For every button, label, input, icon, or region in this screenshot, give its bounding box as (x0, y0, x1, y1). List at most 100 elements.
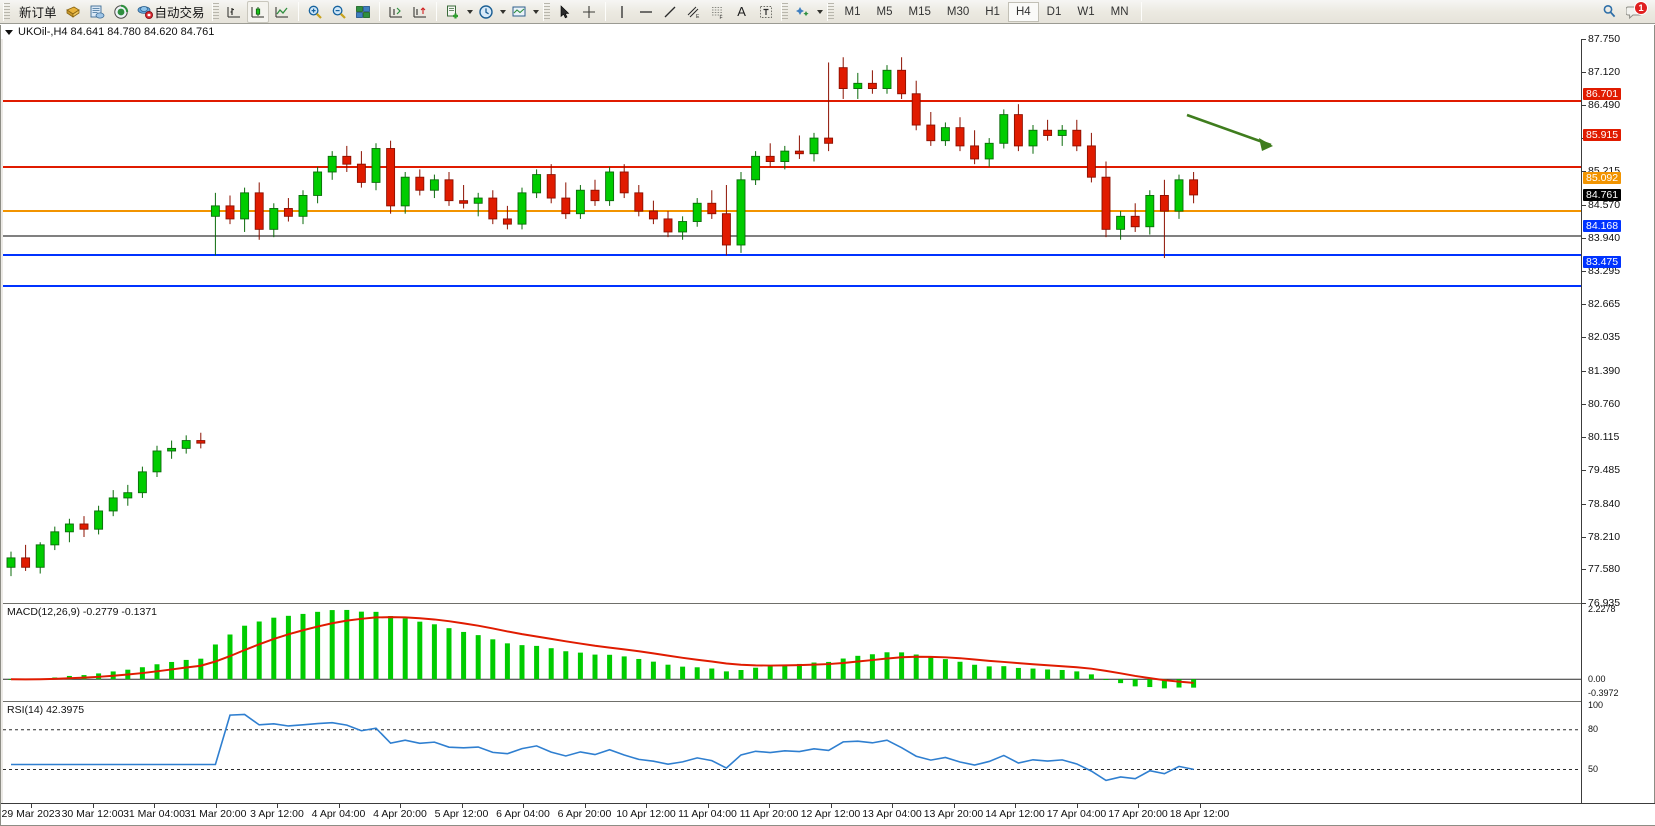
time-axis-tick (584, 804, 586, 808)
time-axis-tick (1138, 804, 1139, 808)
price-axis-tick (1582, 470, 1586, 472)
toolbar-grip-3[interactable] (542, 2, 550, 21)
price-axis[interactable]: 87.75087.12086.49085.86085.21584.57083.9… (1581, 33, 1654, 823)
candle-body (167, 447, 177, 452)
price-axis-label: 77.580 (1588, 563, 1621, 576)
macd-histogram-bar (1059, 669, 1065, 680)
candlestick-chart-icon[interactable] (246, 0, 269, 23)
time-axis-label: 4 Apr 20:00 (373, 808, 427, 820)
toolbar-grip[interactable] (3, 2, 10, 21)
macd-histogram-bar (753, 667, 759, 680)
zoom-out-icon[interactable] (328, 1, 350, 23)
price-pane[interactable] (3, 39, 1581, 603)
timeframe-mn[interactable]: MN (1110, 5, 1129, 18)
price-axis-chip[interactable]: 86.701 (1583, 87, 1622, 100)
crosshair-icon[interactable] (578, 1, 600, 23)
objects-icon[interactable] (792, 1, 814, 23)
price-axis-chip[interactable]: 84.168 (1583, 219, 1622, 232)
toolbar-grip-4[interactable] (780, 2, 788, 21)
macd-histogram-bar (329, 610, 335, 680)
timeframe-d1[interactable]: D1 (1046, 5, 1062, 18)
macd-histogram-bar (782, 664, 788, 680)
chart-shift-icon[interactable] (385, 1, 407, 23)
bar-chart-icon[interactable] (223, 1, 245, 23)
time-axis-tick (830, 804, 832, 808)
indicators-dropdown-caret[interactable] (466, 9, 473, 14)
candle-body (634, 192, 644, 212)
vertical-line-icon[interactable] (611, 1, 633, 23)
price-axis-tick (1582, 271, 1586, 273)
price-axis-chip[interactable]: 84.761 (1583, 188, 1622, 201)
macd-label: MACD(12,26,9) -0.2779 -0.1371 (7, 606, 157, 618)
text-icon[interactable]: A (737, 4, 746, 19)
time-axis-tick (892, 804, 893, 808)
chart-left-rail (1, 39, 4, 823)
macd-histogram-bar (767, 666, 773, 680)
macd-histogram-bar (869, 654, 875, 680)
text-label-icon[interactable] (755, 1, 777, 23)
timeframe-w1[interactable]: W1 (1077, 5, 1095, 18)
candle-body (94, 510, 104, 530)
timeframe-m1[interactable]: M1 (844, 5, 861, 18)
timeframe-m5[interactable]: M5 (876, 5, 893, 18)
profile-icon[interactable] (62, 1, 84, 23)
zoom-in-icon[interactable] (304, 1, 326, 23)
price-axis-label: 84.570 (1588, 198, 1621, 211)
price-axis-chip[interactable]: 85.092 (1583, 171, 1622, 184)
timeframe-h1[interactable]: H1 (985, 5, 1000, 18)
toolbar-grip-2[interactable] (211, 2, 219, 21)
candle-body (897, 69, 907, 95)
time-axis[interactable]: 29 Mar 2023 30 Mar 12:00 31 Mar 04:00 31 Ma… (1, 803, 1655, 825)
periods-icon[interactable] (475, 1, 497, 23)
price-axis-label: 83.940 (1588, 231, 1621, 244)
indicators-icon[interactable] (442, 1, 464, 23)
candle-body (824, 137, 834, 144)
autotrade-button[interactable]: 自动交易 (134, 1, 208, 23)
objects-dropdown-caret[interactable] (816, 9, 823, 14)
price-axis-tick (1582, 403, 1586, 405)
candle-body (342, 155, 352, 165)
time-axis-label: 4 Apr 04:00 (311, 808, 366, 820)
macd-histogram-bar (957, 661, 963, 680)
price-axis-chip[interactable]: 83.475 (1583, 255, 1622, 268)
macd-histogram-bar (519, 645, 525, 680)
macd-histogram-bar (1176, 679, 1182, 688)
cursor-icon[interactable] (554, 1, 576, 23)
tile-windows-icon[interactable] (352, 1, 374, 23)
price-axis-tick (1582, 304, 1586, 306)
chart-window[interactable]: UKOil-,H4 84.641 84.780 84.620 84.761 MA… (0, 25, 1655, 826)
equidistant-channel-icon[interactable]: E (683, 1, 705, 23)
macd-histogram-bar (315, 611, 321, 680)
chat-icon[interactable]: 1 (1623, 0, 1648, 23)
new-order-button[interactable]: 新订单 (14, 1, 60, 23)
templates-icon[interactable] (508, 1, 530, 23)
horizontal-line-icon[interactable] (635, 1, 657, 23)
toolbar-grip-5[interactable] (826, 2, 834, 21)
macd-pane[interactable]: MACD(12,26,9) -0.2779 -0.1371 (3, 603, 1581, 700)
chart-collapse-caret[interactable] (5, 29, 13, 35)
trendline-icon[interactable] (659, 1, 681, 23)
candle-body (371, 148, 381, 183)
line-chart-icon[interactable] (271, 1, 293, 23)
candle-body (1130, 215, 1140, 228)
candle-body (707, 202, 717, 215)
price-axis-tick (1582, 437, 1586, 439)
navigator-icon[interactable] (110, 1, 132, 23)
macd-histogram-bar (811, 662, 817, 680)
time-axis-label: 17 Apr 20:00 (1108, 808, 1168, 820)
macd-histogram-bar (388, 616, 394, 680)
timeframe-m30[interactable]: M30 (946, 5, 970, 18)
down-trend-arrow[interactable] (1186, 113, 1273, 151)
periods-dropdown-caret[interactable] (499, 9, 506, 14)
market-watch-icon[interactable] (86, 1, 108, 23)
templates-dropdown-caret[interactable] (532, 9, 539, 14)
timeframe-h4[interactable]: H4 (1007, 1, 1039, 22)
fibonacci-icon[interactable]: F (707, 1, 729, 23)
candle-body (882, 69, 892, 89)
timeframe-m15[interactable]: M15 (908, 5, 931, 18)
candle-body (546, 174, 556, 199)
price-axis-chip[interactable]: 85.915 (1583, 128, 1622, 141)
auto-scroll-icon[interactable] (409, 1, 431, 23)
time-axis-tick (400, 804, 401, 808)
search-icon[interactable] (1598, 1, 1621, 23)
